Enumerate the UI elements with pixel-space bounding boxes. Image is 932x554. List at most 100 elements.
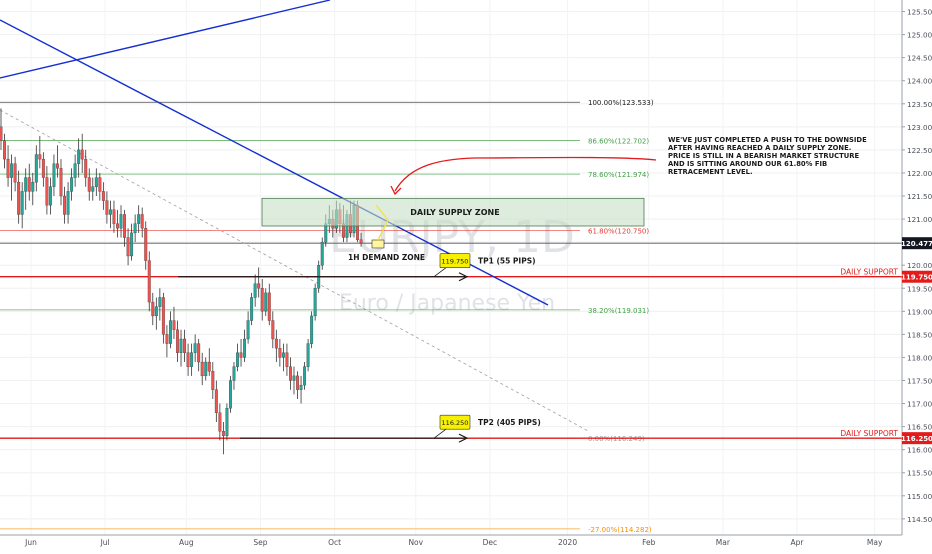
price-tick-label: 125.000 — [907, 31, 932, 40]
price-tick-label: 119.500 — [907, 284, 932, 293]
candle-body — [236, 352, 239, 367]
dashed-trend-line — [0, 109, 591, 433]
candle-body — [267, 292, 271, 321]
candle-body — [105, 200, 109, 215]
daily-support-lower-badge-label: 116.250 — [901, 435, 932, 443]
tp2-price-box — [439, 414, 471, 430]
time-tick-label: Dec — [483, 538, 498, 547]
candle-body — [250, 297, 254, 321]
candle-body — [324, 223, 328, 243]
price-tick-label: 121.000 — [907, 215, 932, 224]
candle-body — [299, 384, 303, 390]
candle-body — [303, 366, 307, 386]
daily-support-upper-badge-label: 119.750 — [901, 274, 932, 282]
candle-body — [161, 297, 165, 335]
candle-body — [292, 375, 296, 381]
tp1-arrow-head — [458, 272, 469, 282]
candle-body — [207, 361, 211, 372]
tp1-price: 119.750 — [442, 258, 469, 266]
candle-body — [130, 232, 134, 257]
time-tick-label: Feb — [642, 538, 656, 547]
candle-body — [296, 375, 299, 390]
candle-body — [260, 288, 264, 312]
candle-body — [158, 297, 162, 307]
candle-body — [45, 177, 49, 206]
candle-body — [20, 191, 24, 215]
price-tick-label: 118.500 — [907, 330, 932, 339]
candle-body — [87, 177, 91, 192]
candle-body — [17, 182, 21, 215]
tp2-label: TP2 (405 PIPS) — [478, 418, 541, 427]
price-axis[interactable]: 114.500 115.000 115.500 116.000 116.500 117.0… — [901, 0, 932, 535]
price-tick-label: 115.000 — [907, 492, 932, 501]
time-axis[interactable]: JunJulAugSepOctNovDec2020FebMarAprMayJun — [0, 534, 932, 547]
price-tick-label: 123.500 — [907, 100, 932, 109]
candle-body — [218, 412, 222, 432]
price-tick-label: 116.000 — [907, 446, 932, 455]
candle-body — [285, 352, 289, 367]
candle-body — [179, 338, 183, 353]
tp1-callout-stem — [433, 267, 447, 278]
price-tick-label: 123.000 — [907, 123, 932, 132]
candle-body — [123, 214, 126, 238]
candle-body — [228, 380, 232, 409]
daily-support-upper-label: DAILY SUPPORT — [840, 268, 898, 277]
fib-618-label: 61.80%(120.750) — [588, 228, 649, 236]
candle-body — [190, 352, 194, 367]
price-tick-label: 116.500 — [907, 423, 932, 432]
daily-support-lower-badge — [902, 432, 932, 445]
candle-body — [183, 338, 187, 353]
candle-body — [214, 389, 218, 413]
time-tick-label: May — [867, 538, 883, 547]
price-tick-label: 121.500 — [907, 192, 932, 201]
candle-body — [278, 348, 282, 358]
candle-body — [10, 163, 14, 178]
demand-zone-box — [371, 239, 385, 249]
price-tick-label: 125.500 — [907, 8, 932, 17]
candle-body — [186, 352, 190, 367]
candle-body — [73, 163, 77, 178]
candle-body — [59, 168, 63, 197]
fib-100-label: 100.00%(123.533) — [588, 99, 654, 107]
candle-body — [140, 214, 144, 229]
candle-body — [38, 154, 42, 160]
price-tick-label: 124.000 — [907, 77, 932, 86]
time-tick-label: Apr — [791, 538, 805, 547]
candle-body — [13, 163, 17, 183]
candle-body — [6, 158, 10, 178]
current-price-badge — [902, 237, 932, 250]
candle-body — [84, 158, 88, 178]
candle-body — [320, 241, 324, 266]
price-tick-label: 115.500 — [907, 469, 932, 478]
candle-body — [0, 126, 3, 141]
candle-body — [147, 260, 151, 303]
candles — [0, 108, 363, 455]
candle-body — [204, 361, 208, 377]
candle-body — [3, 140, 6, 160]
fib-382-label: 38.20%(119.031) — [588, 307, 649, 315]
candle-body — [24, 177, 28, 192]
candle-body — [63, 195, 66, 215]
price-tick-label: 114.500 — [907, 515, 932, 524]
supply-zone-label: DAILY SUPPLY ZONE — [410, 208, 499, 217]
candle-body — [126, 237, 130, 257]
tp1-label: TP1 (55 PIPS) — [478, 257, 536, 266]
candle-body — [154, 306, 158, 317]
time-tick-label: Mar — [716, 538, 731, 547]
current-price-badge-label: 120.477 — [901, 240, 932, 248]
candle-body — [66, 191, 70, 215]
candle-body — [271, 320, 275, 340]
candle-body — [289, 366, 292, 381]
annotation-curve-head — [390, 185, 402, 196]
tp1-price-box — [439, 253, 471, 269]
note-line: WE'VE JUST COMPLETED A PUSH TO THE DOWNS… — [668, 136, 867, 144]
candle-body — [274, 338, 278, 349]
candle-body — [27, 177, 31, 192]
candle-body — [310, 315, 314, 344]
candle-body — [359, 239, 363, 244]
note-line: AND IS SITTING AROUND OUR 61.80% FIB — [668, 160, 827, 168]
candle-body — [239, 352, 243, 358]
price-tick-label: 122.000 — [907, 169, 932, 178]
